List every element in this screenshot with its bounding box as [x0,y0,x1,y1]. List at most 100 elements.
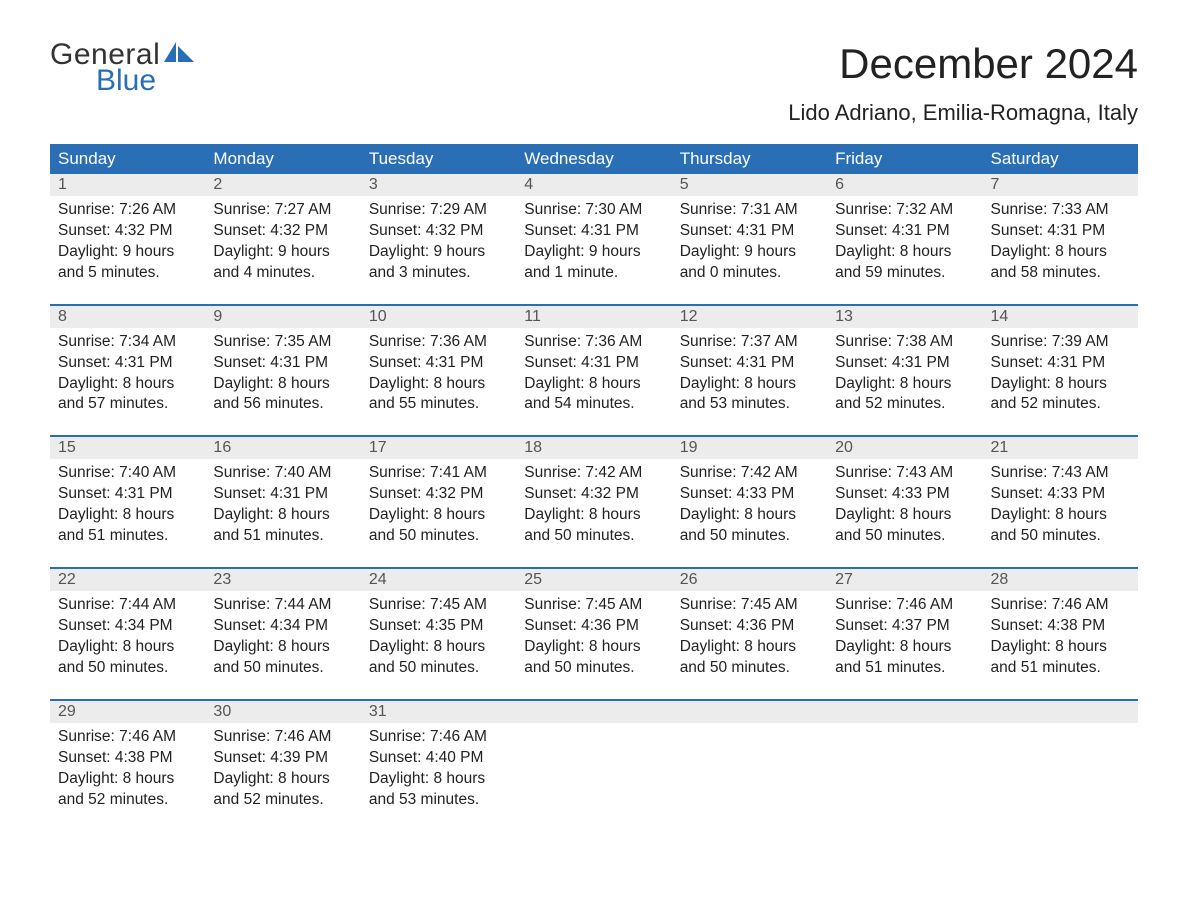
day-header: Tuesday [361,144,516,174]
daylight-line2: and 52 minutes. [213,791,323,808]
day-content-cell [827,723,982,817]
day-number-cell: 28 [983,569,1138,591]
day-content-cell: Sunrise: 7:46 AMSunset: 4:39 PMDaylight:… [205,723,360,817]
daylight-line1: Daylight: 9 hours [213,243,329,260]
day-number-cell: 7 [983,174,1138,196]
sunset-line: Sunset: 4:34 PM [58,617,173,634]
calendar-table: Sunday Monday Tuesday Wednesday Thursday… [50,144,1138,816]
day-content-cell: Sunrise: 7:45 AMSunset: 4:36 PMDaylight:… [672,591,827,700]
daylight-line1: Daylight: 8 hours [524,638,640,655]
day-content-cell: Sunrise: 7:31 AMSunset: 4:31 PMDaylight:… [672,196,827,305]
location-subtitle: Lido Adriano, Emilia-Romagna, Italy [788,100,1138,126]
daylight-line2: and 50 minutes. [680,659,790,676]
sunrise-line: Sunrise: 7:42 AM [680,464,798,481]
day-number-cell: 25 [516,569,671,591]
sunrise-line: Sunrise: 7:46 AM [213,728,331,745]
day-number-cell [827,701,982,723]
day-number-cell: 5 [672,174,827,196]
daylight-line2: and 52 minutes. [991,395,1101,412]
sunrise-line: Sunrise: 7:31 AM [680,201,798,218]
sunrise-line: Sunrise: 7:38 AM [835,333,953,350]
day-content-cell: Sunrise: 7:34 AMSunset: 4:31 PMDaylight:… [50,328,205,437]
daylight-line1: Daylight: 8 hours [58,770,174,787]
daylight-line2: and 5 minutes. [58,264,160,281]
day-content-cell: Sunrise: 7:38 AMSunset: 4:31 PMDaylight:… [827,328,982,437]
day-content-cell: Sunrise: 7:43 AMSunset: 4:33 PMDaylight:… [983,459,1138,568]
sunrise-line: Sunrise: 7:27 AM [213,201,331,218]
daylight-line2: and 53 minutes. [369,791,479,808]
sunset-line: Sunset: 4:31 PM [524,222,639,239]
day-content-cell: Sunrise: 7:40 AMSunset: 4:31 PMDaylight:… [50,459,205,568]
day-number-row: 891011121314 [50,306,1138,328]
sunrise-line: Sunrise: 7:30 AM [524,201,642,218]
sunrise-line: Sunrise: 7:45 AM [680,596,798,613]
sunset-line: Sunset: 4:38 PM [58,749,173,766]
day-number-cell: 10 [361,306,516,328]
sunset-line: Sunset: 4:32 PM [58,222,173,239]
logo-sail-icon [164,40,198,68]
day-number-cell: 19 [672,437,827,459]
day-number-row: 22232425262728 [50,569,1138,591]
sunset-line: Sunset: 4:31 PM [213,485,328,502]
day-number-cell: 12 [672,306,827,328]
daylight-line1: Daylight: 8 hours [524,506,640,523]
sunset-line: Sunset: 4:32 PM [369,222,484,239]
daylight-line1: Daylight: 9 hours [369,243,485,260]
daylight-line1: Daylight: 8 hours [680,638,796,655]
day-number-cell: 3 [361,174,516,196]
day-content-cell: Sunrise: 7:39 AMSunset: 4:31 PMDaylight:… [983,328,1138,437]
daylight-line2: and 50 minutes. [58,659,168,676]
logo-word2: Blue [96,66,198,96]
day-number-cell: 23 [205,569,360,591]
day-header: Friday [827,144,982,174]
daylight-line2: and 51 minutes. [835,659,945,676]
daylight-line1: Daylight: 8 hours [369,638,485,655]
sunset-line: Sunset: 4:37 PM [835,617,950,634]
day-content-cell: Sunrise: 7:36 AMSunset: 4:31 PMDaylight:… [516,328,671,437]
sunset-line: Sunset: 4:31 PM [991,222,1106,239]
sunrise-line: Sunrise: 7:35 AM [213,333,331,350]
day-number-cell: 31 [361,701,516,723]
sunrise-line: Sunrise: 7:40 AM [58,464,176,481]
daylight-line2: and 1 minute. [524,264,618,281]
sunrise-line: Sunrise: 7:37 AM [680,333,798,350]
day-number-cell: 11 [516,306,671,328]
day-number-cell: 9 [205,306,360,328]
sunset-line: Sunset: 4:31 PM [58,354,173,371]
daylight-line2: and 59 minutes. [835,264,945,281]
day-content-cell [983,723,1138,817]
daylight-line1: Daylight: 9 hours [58,243,174,260]
day-number-row: 15161718192021 [50,437,1138,459]
day-content-cell: Sunrise: 7:43 AMSunset: 4:33 PMDaylight:… [827,459,982,568]
day-header: Thursday [672,144,827,174]
day-content-cell: Sunrise: 7:30 AMSunset: 4:31 PMDaylight:… [516,196,671,305]
daylight-line2: and 0 minutes. [680,264,782,281]
daylight-line2: and 58 minutes. [991,264,1101,281]
daylight-line1: Daylight: 8 hours [213,770,329,787]
sunrise-line: Sunrise: 7:42 AM [524,464,642,481]
sunrise-line: Sunrise: 7:44 AM [58,596,176,613]
daylight-line2: and 4 minutes. [213,264,315,281]
sunset-line: Sunset: 4:32 PM [524,485,639,502]
day-content-cell: Sunrise: 7:46 AMSunset: 4:37 PMDaylight:… [827,591,982,700]
daylight-line2: and 51 minutes. [213,527,323,544]
day-content-cell: Sunrise: 7:46 AMSunset: 4:38 PMDaylight:… [50,723,205,817]
day-number-cell: 15 [50,437,205,459]
daylight-line1: Daylight: 8 hours [991,243,1107,260]
sunset-line: Sunset: 4:35 PM [369,617,484,634]
daylight-line1: Daylight: 8 hours [58,638,174,655]
day-number-cell: 14 [983,306,1138,328]
day-content-cell: Sunrise: 7:35 AMSunset: 4:31 PMDaylight:… [205,328,360,437]
logo: General Blue [50,40,198,96]
daylight-line1: Daylight: 8 hours [213,506,329,523]
day-number-cell: 26 [672,569,827,591]
daylight-line2: and 50 minutes. [213,659,323,676]
sunrise-line: Sunrise: 7:45 AM [524,596,642,613]
daylight-line2: and 57 minutes. [58,395,168,412]
month-title: December 2024 [788,40,1138,88]
day-number-cell: 8 [50,306,205,328]
daylight-line2: and 50 minutes. [991,527,1101,544]
day-content-cell: Sunrise: 7:42 AM Sunset: 4:32 PM Daylight:… [516,459,671,568]
day-content-cell [516,723,671,817]
sunset-line: Sunset: 4:31 PM [680,222,795,239]
